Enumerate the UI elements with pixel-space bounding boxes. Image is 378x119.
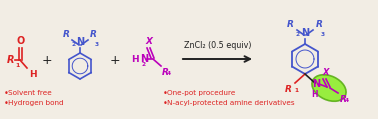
- Text: +: +: [42, 54, 52, 67]
- Text: R: R: [285, 85, 292, 94]
- Text: R: R: [340, 95, 347, 104]
- Text: 1: 1: [15, 63, 19, 68]
- Text: 3: 3: [321, 32, 325, 37]
- Text: •: •: [163, 99, 168, 107]
- Text: •: •: [4, 89, 9, 97]
- Text: N: N: [301, 27, 309, 37]
- Text: R: R: [316, 20, 323, 29]
- Text: N: N: [76, 37, 84, 47]
- Text: R: R: [90, 30, 97, 39]
- Text: 4: 4: [345, 98, 349, 103]
- Text: +: +: [110, 54, 120, 67]
- Text: •: •: [163, 89, 168, 97]
- Text: •: •: [4, 99, 9, 107]
- Text: N: N: [140, 54, 148, 64]
- Text: 3: 3: [95, 42, 99, 47]
- Text: H: H: [312, 90, 318, 99]
- Text: 4: 4: [167, 71, 171, 76]
- Text: ZnCl₂ (0.5 equiv): ZnCl₂ (0.5 equiv): [184, 41, 251, 50]
- Text: R: R: [287, 20, 294, 29]
- Text: O: O: [16, 36, 25, 46]
- Text: Hydrogen bond: Hydrogen bond: [8, 100, 64, 106]
- Text: One-pot procedure: One-pot procedure: [167, 90, 235, 96]
- Text: H: H: [132, 55, 139, 64]
- Text: R: R: [63, 30, 70, 39]
- Text: N-acyl-protected amine derivatives: N-acyl-protected amine derivatives: [167, 100, 294, 106]
- Text: 1: 1: [294, 88, 298, 93]
- Text: N: N: [312, 79, 320, 89]
- Text: X: X: [323, 68, 329, 77]
- Text: 2: 2: [141, 62, 145, 67]
- Text: R: R: [6, 55, 14, 65]
- Text: H: H: [29, 70, 37, 79]
- Text: 2: 2: [295, 32, 299, 37]
- Text: X: X: [146, 37, 152, 46]
- Text: 2: 2: [71, 42, 75, 47]
- Text: R: R: [162, 68, 169, 77]
- Ellipse shape: [312, 75, 346, 101]
- Text: Solvent free: Solvent free: [8, 90, 52, 96]
